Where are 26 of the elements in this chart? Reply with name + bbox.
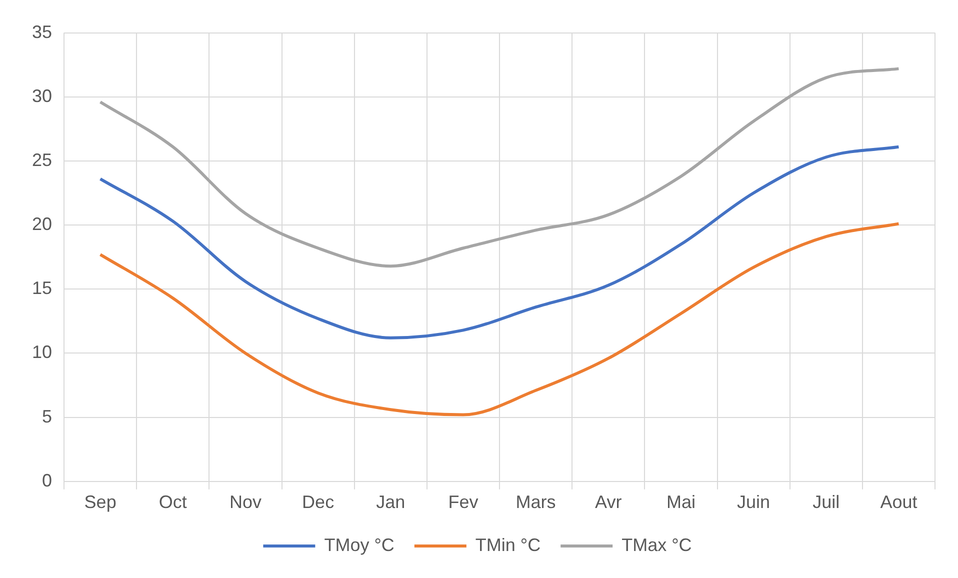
- x-tick-label: Aout: [880, 492, 918, 512]
- line-series: [98, 67, 900, 268]
- x-tick-label: Jan: [376, 492, 406, 512]
- y-tick-label: 0: [42, 470, 52, 490]
- x-tick-label: Juin: [737, 492, 770, 512]
- legend-label: TMoy °C: [324, 534, 394, 555]
- x-tick-label: Mars: [516, 492, 556, 512]
- y-tick-label: 5: [42, 406, 52, 426]
- x-tick-label: Nov: [229, 492, 262, 512]
- x-tick-label: Fev: [448, 492, 478, 512]
- y-tick-label: 20: [32, 214, 52, 234]
- x-tick-label: Dec: [302, 492, 334, 512]
- legend-label: TMax °C: [622, 534, 692, 555]
- legend-label: TMin °C: [475, 534, 541, 555]
- x-tick-label: Juil: [812, 492, 840, 512]
- x-tick-label: Sep: [84, 492, 116, 512]
- x-tick-label: Mai: [666, 492, 696, 512]
- y-tick-label: 10: [32, 342, 52, 362]
- y-tick-label: 25: [32, 150, 52, 170]
- y-tick-label: 15: [32, 278, 52, 298]
- x-tick-label: Oct: [158, 492, 187, 512]
- x-tick-label: Avr: [595, 492, 622, 512]
- y-tick-label: 35: [32, 22, 52, 42]
- y-tick-label: 30: [32, 86, 52, 106]
- line-series: [98, 145, 900, 340]
- line-series: [98, 222, 900, 416]
